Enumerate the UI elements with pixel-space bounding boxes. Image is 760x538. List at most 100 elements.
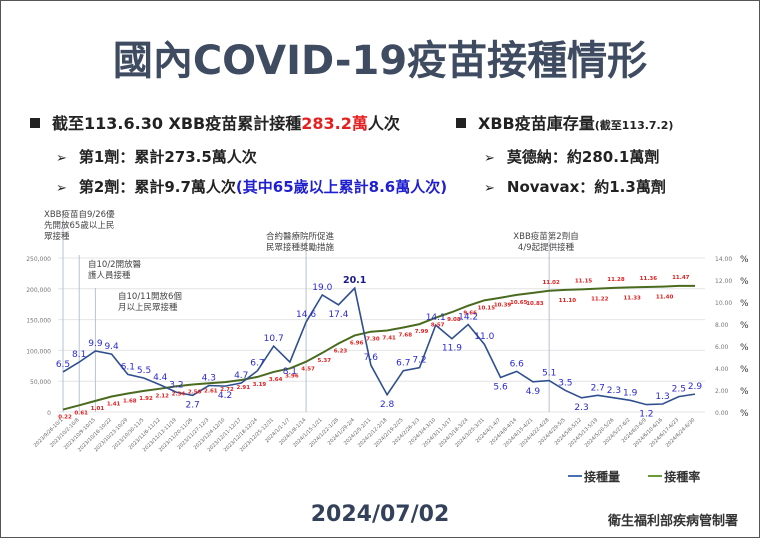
stock-note: (截至113.7.2) <box>594 119 674 132</box>
rate-data-label: 2.91 <box>236 385 250 391</box>
rate-data-label: 1.01 <box>91 406 105 412</box>
percent-unit: % <box>740 387 749 397</box>
rate-data-label: 10.83 <box>526 301 544 307</box>
percent-unit: % <box>740 321 749 331</box>
y2-tick-label: 12.00 <box>715 278 732 285</box>
volume-data-label: 2.5 <box>672 385 686 395</box>
rate-data-label: 11.15 <box>575 278 593 284</box>
rate-data-label: 2.50 <box>188 390 202 396</box>
rate-data-label: 10.65 <box>510 300 528 306</box>
rate-data-label: 2.34 <box>172 391 186 397</box>
rate-data-label: 7.99 <box>415 329 429 335</box>
volume-data-label: 2.3 <box>574 403 588 413</box>
y2-tick-label: 2.00 <box>715 388 729 395</box>
volume-data-label: 11.9 <box>442 344 462 354</box>
vaccination-chart: 0 50,000 100,000 150,000 200,000 250,000 0.00%… <box>26 210 749 453</box>
page-title: 國內COVID-19疫苗接種情形 <box>112 38 648 84</box>
percent-unit: % <box>740 409 749 419</box>
rate-data-label: 1.41 <box>107 401 121 407</box>
rate-data-label: 1.68 <box>123 399 137 405</box>
event-annotation: XBB疫苗第2劑自 <box>513 231 578 242</box>
rate-data-label: 11.36 <box>640 276 658 282</box>
arrow-bullet-icon: ➢ <box>484 151 495 166</box>
square-bullet-icon <box>456 118 466 128</box>
arrow-bullet-icon: ➢ <box>56 181 67 196</box>
rate-data-label: 11.28 <box>607 277 625 283</box>
event-annotation: 自10/2開放醫 <box>88 259 142 270</box>
volume-data-label: 4.7 <box>234 371 248 381</box>
volume-data-label: 4.9 <box>526 387 541 397</box>
rate-data-label: 11.02 <box>542 280 560 286</box>
report-date: 2024/07/02 <box>310 502 450 527</box>
y-tick-label: 150,000 <box>26 318 51 325</box>
rate-data-label: 3.96 <box>285 373 299 379</box>
rate-data-label: 1.92 <box>139 396 153 402</box>
rate-data-label: 11.33 <box>623 295 641 301</box>
volume-data-label: 3.5 <box>558 378 572 388</box>
volume-data-label: 4.2 <box>218 391 232 401</box>
legend-rate-label: 接種率 <box>664 470 701 484</box>
legend-rate: 接種率 <box>648 470 700 484</box>
volume-data-label: 2.7 <box>185 400 199 410</box>
volume-data-label: 1.3 <box>655 392 669 402</box>
rate-data-label: 9.08 <box>447 317 461 323</box>
y2-tick-label: 14.00 <box>715 256 732 263</box>
rate-data-label: 10.39 <box>494 303 512 309</box>
percent-unit: % <box>740 365 749 375</box>
volume-data-label: 6.1 <box>121 362 135 372</box>
volume-data-label: 4.3 <box>202 374 216 384</box>
percent-unit: % <box>740 277 749 287</box>
rate-data-label: 7.30 <box>366 337 380 343</box>
rate-data-label: 2.72 <box>220 387 234 393</box>
event-annotation: 合約醫療院所促進 <box>266 231 335 242</box>
volume-data-label: 2.3 <box>607 386 621 396</box>
rate-data-label: 7.41 <box>382 335 396 341</box>
y2-tick-label: 0.00 <box>715 410 729 417</box>
percent-unit: % <box>740 343 749 353</box>
volume-data-label: 8.1 <box>72 350 86 360</box>
rate-data-label: 6.96 <box>350 340 364 346</box>
volume-data-label: 6.7 <box>250 359 264 369</box>
rate-data-label: 11.10 <box>559 298 577 304</box>
volume-data-label: 7.2 <box>412 356 426 366</box>
volume-data-label: 9.4 <box>104 342 119 352</box>
x-tick-label: 2024/6/24-6/30 <box>665 417 697 449</box>
y-tick-label: 200,000 <box>26 287 51 294</box>
rate-data-label: 11.40 <box>656 295 674 301</box>
chart-legend: 接種量 接種率 <box>568 468 700 485</box>
rate-data-label: 7.68 <box>399 333 413 339</box>
y-tick-label: 0 <box>47 410 51 417</box>
event-annotation: 先開放65歲以上民 <box>44 220 114 231</box>
rate-line <box>62 284 695 411</box>
rate-data-label: 8.57 <box>431 323 445 329</box>
volume-data-label: 1.2 <box>639 410 653 420</box>
event-annotation: 月以上民眾接種 <box>118 302 178 313</box>
stock-headline: XBB疫苗庫存量(截至113.7.2) <box>456 110 673 134</box>
y2-tick-label: 6.00 <box>715 344 729 351</box>
volume-data-label: 5.6 <box>493 383 508 393</box>
volume-data-label: 19.0 <box>312 283 332 293</box>
rate-data-label: 5.37 <box>317 358 331 364</box>
event-annotation: 民眾接種獎勵措施 <box>266 242 335 253</box>
rate-data-label: 0.61 <box>74 410 88 416</box>
volume-data-label: 17.4 <box>328 310 348 320</box>
legend-volume-label: 接種量 <box>584 470 621 484</box>
volume-data-label: 20.1 <box>343 275 366 286</box>
rate-data-label: 9.66 <box>463 311 477 317</box>
volume-data-label: 3.2 <box>169 380 183 390</box>
y-tick-label: 100,000 <box>26 348 51 355</box>
volume-line <box>62 286 696 406</box>
y2-tick-label: 10.00 <box>715 300 732 307</box>
event-annotation: 自10/11開放6個 <box>118 291 182 302</box>
rate-data-label: 6.23 <box>334 348 348 354</box>
event-annotation: 4/9起提供接種 <box>518 242 575 253</box>
square-bullet-icon <box>30 118 40 128</box>
rate-data-label: 11.22 <box>591 297 609 303</box>
y2-tick-label: 4.00 <box>715 366 729 373</box>
volume-data-label: 6.7 <box>396 359 410 369</box>
rate-data-label: 11.47 <box>672 275 690 281</box>
volume-data-label: 10.7 <box>264 334 284 344</box>
percent-unit: % <box>740 299 749 309</box>
dose1-item: ➢ 第1劑：累計273.5萬人次 <box>56 146 257 167</box>
volume-data-label: 4.4 <box>153 373 168 383</box>
